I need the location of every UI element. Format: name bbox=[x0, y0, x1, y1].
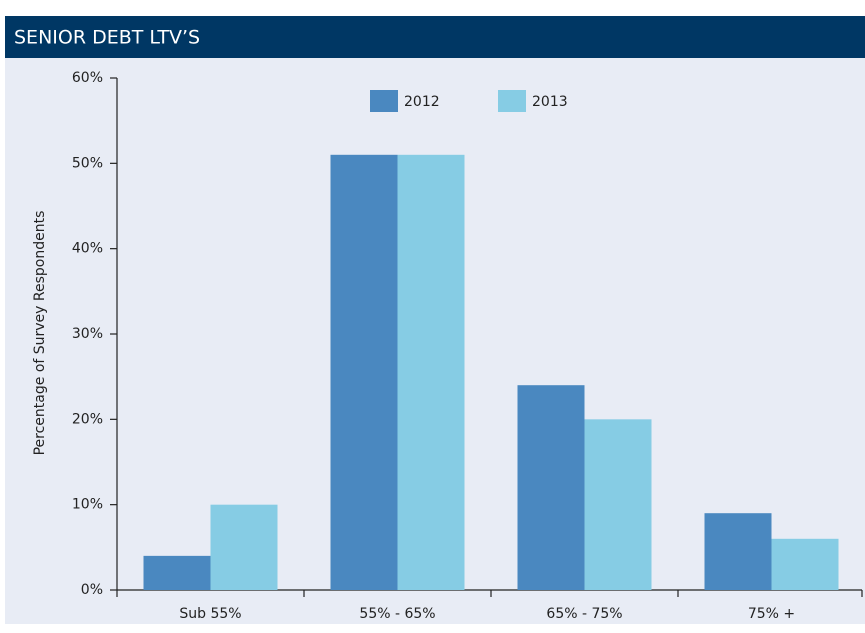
x-tick-label: Sub 55% bbox=[179, 606, 241, 622]
bar bbox=[704, 513, 772, 590]
bar bbox=[517, 385, 585, 590]
bar bbox=[143, 555, 211, 590]
legend-label: 2013 bbox=[532, 94, 568, 110]
bar bbox=[584, 419, 652, 590]
y-tick-label: 60% bbox=[72, 70, 103, 86]
x-tick-label: 65% - 75% bbox=[546, 606, 622, 622]
y-tick-label: 10% bbox=[72, 497, 103, 513]
x-tick-label: 55% - 65% bbox=[359, 606, 435, 622]
bar bbox=[330, 154, 398, 591]
y-axis-label: Percentage of Survey Respondents bbox=[32, 211, 48, 456]
legend-label: 2012 bbox=[404, 94, 440, 110]
x-tick-label: 75% + bbox=[748, 606, 795, 622]
bar bbox=[397, 154, 465, 591]
header bbox=[5, 16, 865, 58]
chart-title: SENIOR DEBT LTV’S bbox=[14, 27, 200, 49]
y-tick-label: 30% bbox=[72, 326, 103, 342]
legend-swatch bbox=[498, 90, 526, 112]
y-tick-label: 0% bbox=[81, 582, 103, 598]
y-tick-label: 20% bbox=[72, 411, 103, 427]
bar bbox=[210, 504, 278, 590]
bar bbox=[771, 538, 839, 590]
y-tick-label: 40% bbox=[72, 241, 103, 257]
legend-swatch bbox=[370, 90, 398, 112]
y-tick-label: 50% bbox=[72, 155, 103, 171]
